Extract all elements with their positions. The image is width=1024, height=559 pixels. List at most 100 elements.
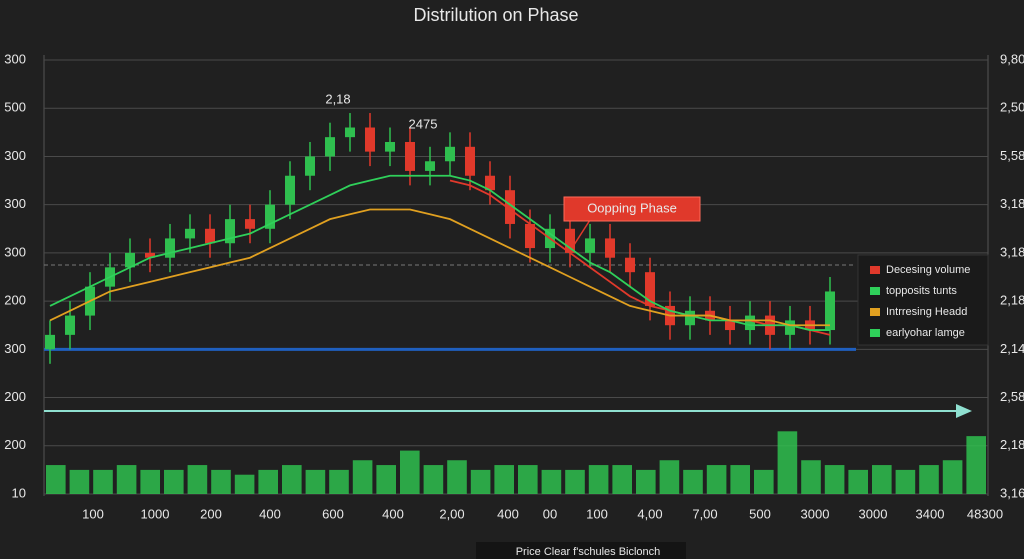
volume-bar xyxy=(966,436,986,494)
legend-swatch xyxy=(870,287,880,295)
y2-tick-label: 2,50 xyxy=(1000,100,1024,115)
x-tick-label: 600 xyxy=(322,506,344,521)
y2-tick-label: 3,18 xyxy=(1000,196,1024,211)
candle-body xyxy=(525,223,535,249)
legend-swatch xyxy=(870,266,880,274)
y-tick-label: 300 xyxy=(4,51,26,66)
x-tick-label: 400 xyxy=(497,506,519,521)
candle-body xyxy=(265,204,275,229)
candle-body xyxy=(65,315,75,335)
x-tick-label: 400 xyxy=(382,506,404,521)
legend-swatch xyxy=(870,329,880,337)
legend-label: Decesing volume xyxy=(886,264,970,276)
x-tick-label: 3000 xyxy=(801,506,830,521)
volume-bar xyxy=(140,469,160,494)
candle-body xyxy=(245,219,255,229)
x-tick-label: 400 xyxy=(259,506,281,521)
volume-bar xyxy=(352,460,373,494)
volume-bar xyxy=(329,469,349,494)
volume-bar xyxy=(754,469,774,494)
x-tick-label: 1000 xyxy=(141,506,170,521)
volume-bar xyxy=(187,465,208,494)
x-tick-label: 4,00 xyxy=(637,506,662,521)
volume-bar xyxy=(423,465,444,494)
volume-bar xyxy=(211,469,231,494)
candle-body xyxy=(425,161,435,171)
candle-body xyxy=(605,238,615,258)
volume-bar xyxy=(46,465,66,494)
volume-bar xyxy=(588,465,609,494)
arrow-head xyxy=(956,404,972,418)
volume-bar xyxy=(565,469,585,494)
candle-body xyxy=(145,252,155,258)
candle-body xyxy=(185,228,195,239)
y2-tick-label: 3,18 xyxy=(1000,244,1024,259)
x-tick-label: 7,00 xyxy=(692,506,717,521)
candle-body xyxy=(45,334,55,350)
y-tick-label: 300 xyxy=(4,244,26,259)
volume-bar xyxy=(400,450,420,494)
volume-bar xyxy=(282,465,302,494)
volume-bar xyxy=(470,469,491,494)
candle-body xyxy=(385,141,395,152)
candle-body xyxy=(285,175,295,205)
volume-bar xyxy=(777,431,798,494)
volume-bar xyxy=(730,465,750,494)
annotation: 2475 xyxy=(409,116,438,131)
candle-body xyxy=(505,190,515,224)
volume-bar xyxy=(447,460,467,494)
callout-box xyxy=(563,196,701,222)
candle-body xyxy=(485,175,495,191)
volume-bar xyxy=(518,465,538,494)
y-tick-label: 200 xyxy=(4,389,26,404)
legend-swatch xyxy=(870,308,880,316)
y2-tick-label: 2,18 xyxy=(1000,293,1024,308)
y2-tick-label: 2,58 xyxy=(1000,389,1024,404)
chart-title: Distrilution on Phase xyxy=(413,5,578,25)
legend-label: topposits tunts xyxy=(886,285,957,297)
volume-bar xyxy=(305,469,326,494)
volume-bar xyxy=(234,474,255,494)
volume-bar xyxy=(376,465,396,494)
y2-tick-label: 2,18 xyxy=(1000,437,1024,452)
candle-body xyxy=(685,310,695,326)
ma-line xyxy=(49,174,830,331)
candle-body xyxy=(165,238,175,258)
volume-bar xyxy=(612,465,632,494)
x-tick-label: 2,00 xyxy=(439,506,464,521)
volume-bar xyxy=(494,465,514,494)
y-tick-label: 300 xyxy=(4,196,26,211)
candle-body xyxy=(225,219,235,244)
volume-bar xyxy=(848,469,868,494)
caption: Price Clear f'schules Biclonch xyxy=(516,546,661,558)
candle-body xyxy=(405,141,415,171)
volume-bar xyxy=(636,469,656,494)
x-tick-label: 00 xyxy=(543,506,557,521)
candle-body xyxy=(825,291,835,331)
candle-body xyxy=(785,320,795,335)
y-tick-label: 300 xyxy=(4,148,26,163)
x-tick-label: 48300 xyxy=(967,506,1003,521)
volume-bar xyxy=(69,469,90,494)
volume-bar xyxy=(801,460,821,494)
candle-body xyxy=(205,228,215,244)
ma-line xyxy=(49,208,830,327)
legend-label: earlyohar lamge xyxy=(886,327,965,339)
candle-body xyxy=(345,127,355,138)
y-tick-label: 500 xyxy=(4,100,26,115)
volume-bar xyxy=(659,460,680,494)
annotation: 2,18 xyxy=(325,91,350,106)
volume-bar xyxy=(164,469,184,494)
volume-bar xyxy=(258,469,278,494)
x-tick-label: 100 xyxy=(586,506,608,521)
y-tick-label: 200 xyxy=(4,293,26,308)
volume-bar xyxy=(706,465,727,494)
candle-body xyxy=(565,228,575,253)
y2-tick-label: 5,58 xyxy=(1000,148,1024,163)
legend-label: Intrresing Headd xyxy=(886,306,967,318)
candle-body xyxy=(645,272,655,306)
candle-body xyxy=(365,127,375,152)
candle-body xyxy=(585,238,595,253)
callout-pointer xyxy=(571,219,591,249)
